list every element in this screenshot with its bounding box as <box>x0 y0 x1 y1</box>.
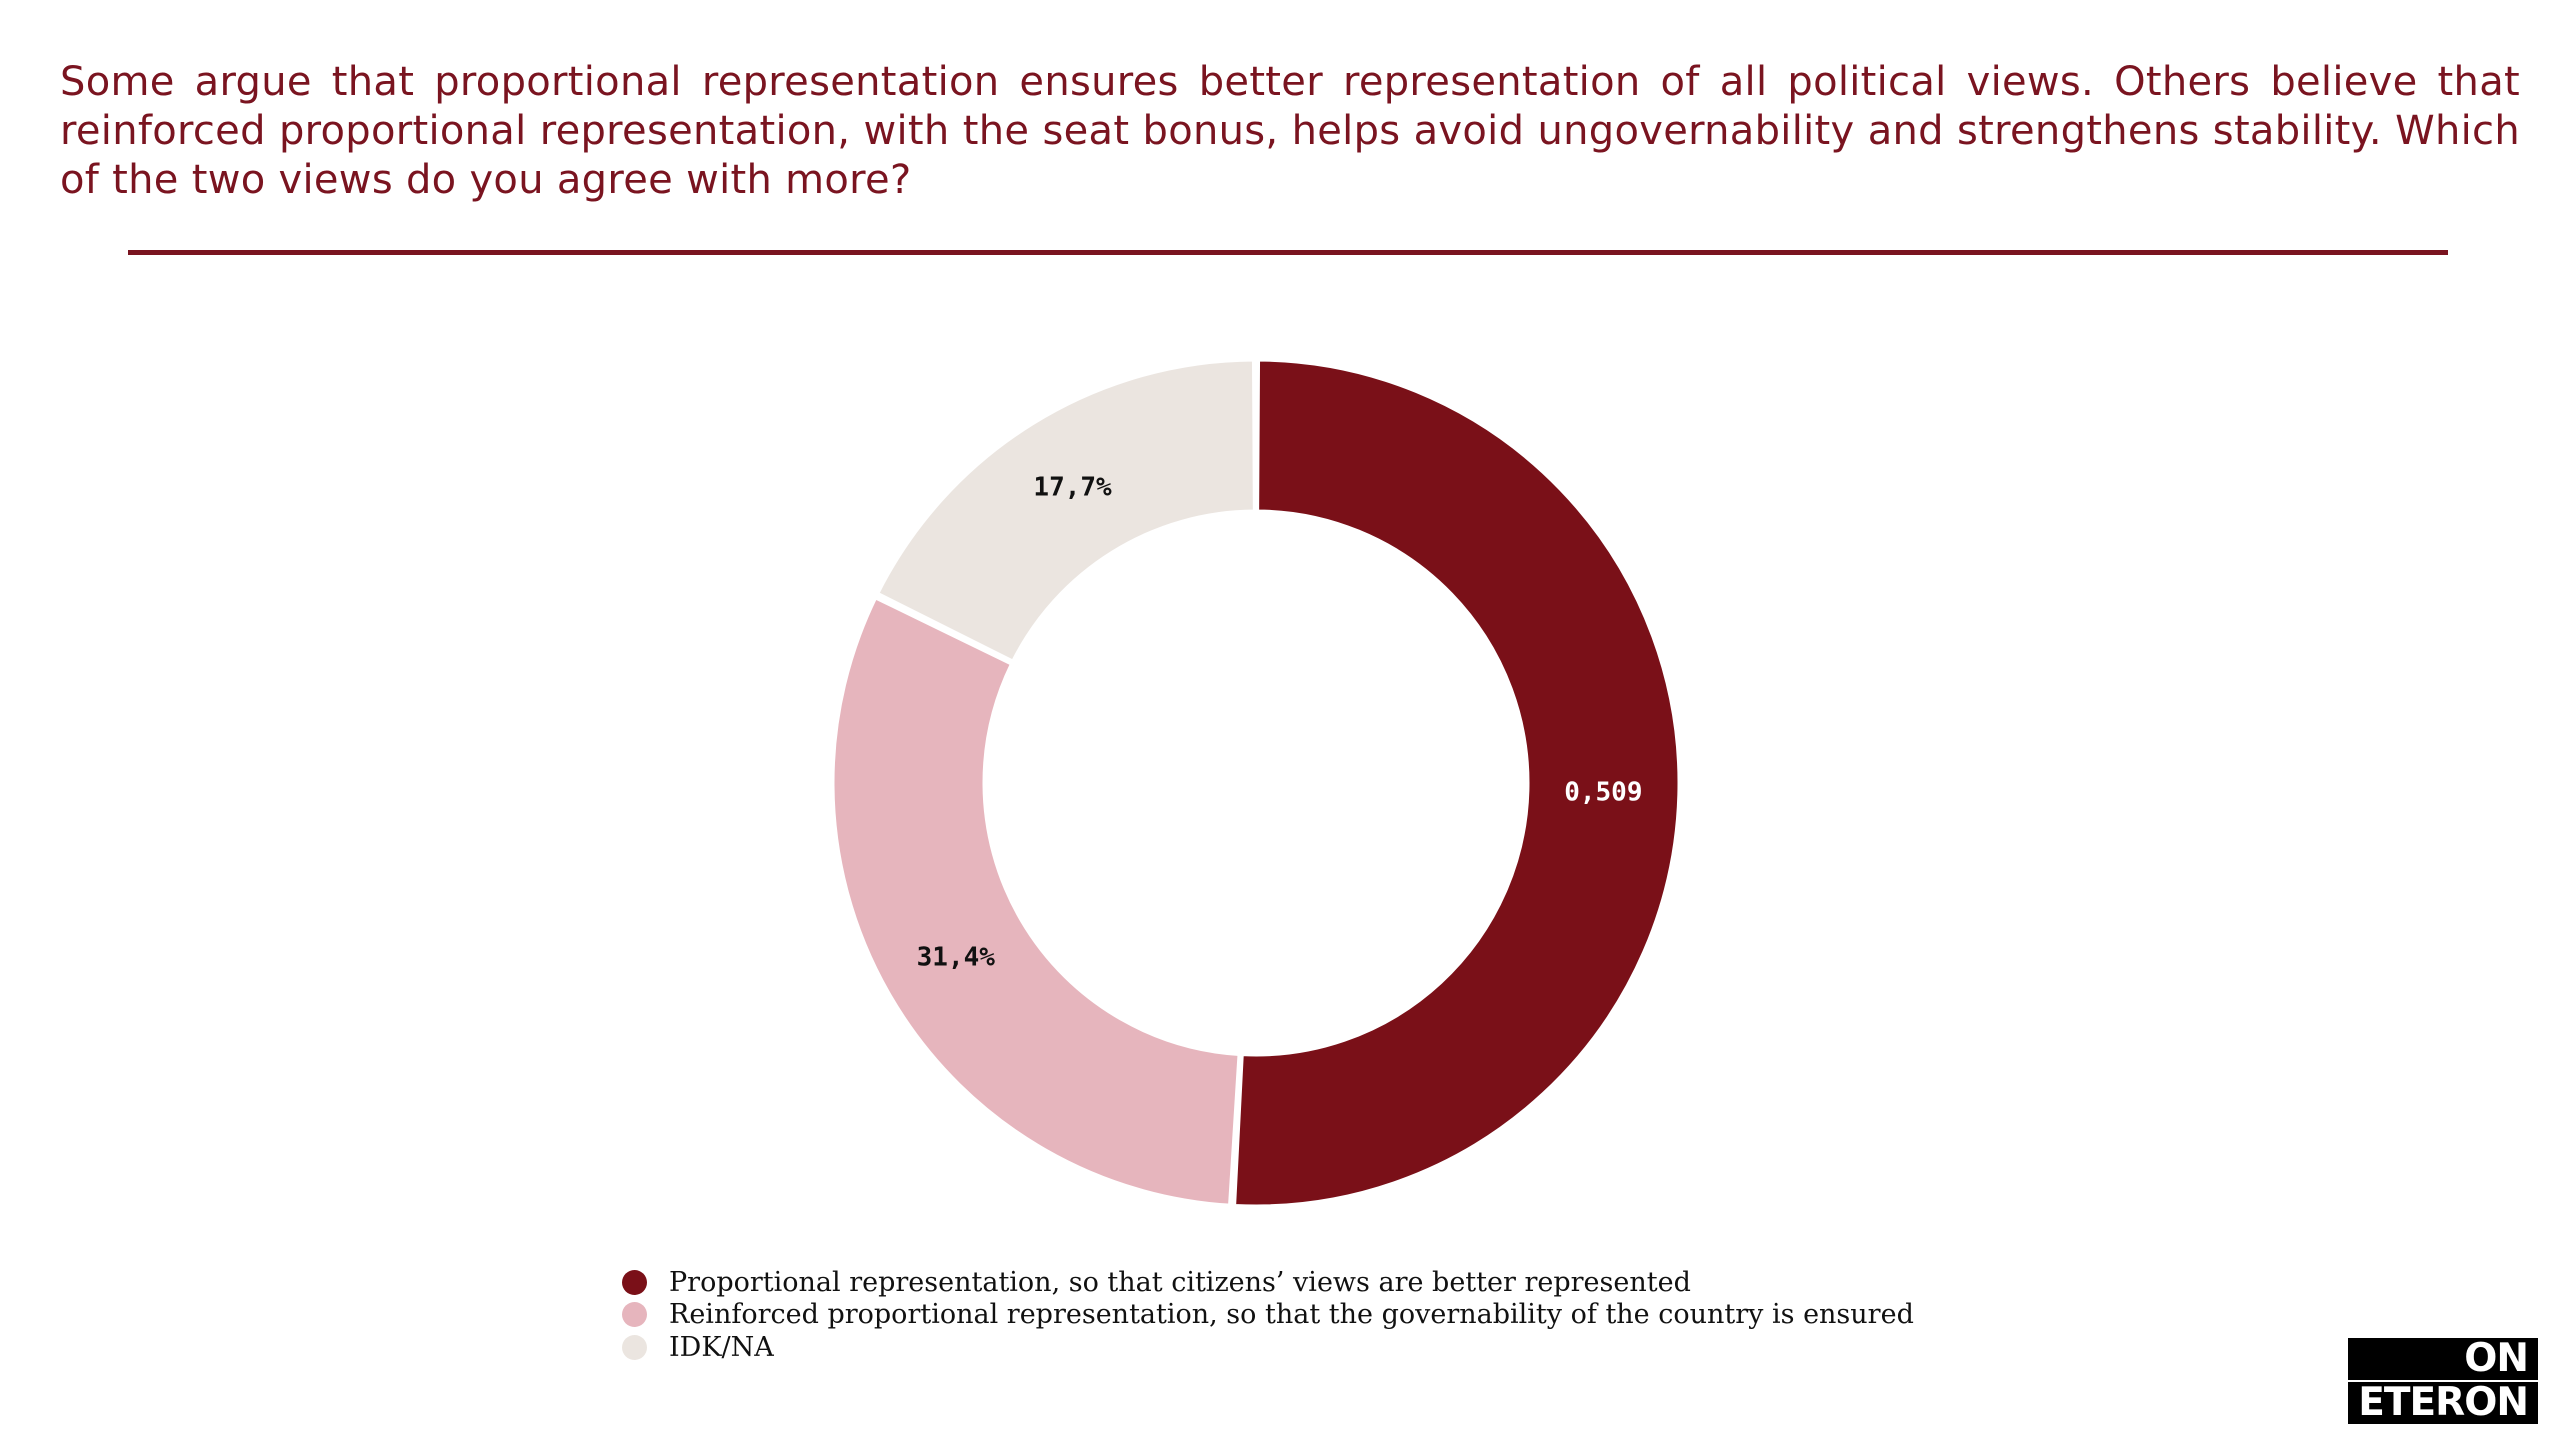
slice-proportional <box>1233 358 1681 1208</box>
donut-labels: 0,509 31,4% 17,7% <box>917 472 1643 972</box>
legend: Proportional representation, so that cit… <box>622 1266 1914 1364</box>
legend-item-idk: IDK/NA <box>622 1331 1914 1364</box>
legend-item-proportional: Proportional representation, so that cit… <box>622 1266 1914 1299</box>
logo-line-on: ON <box>2459 1338 2533 1380</box>
question-title: Some argue that proportional representat… <box>60 59 2520 203</box>
donut-slices <box>831 358 1681 1208</box>
legend-item-reinforced: Reinforced proportional representation, … <box>622 1299 1914 1332</box>
logo-line-eteron: ETERON <box>2353 1382 2533 1424</box>
legend-label-reinforced: Reinforced proportional representation, … <box>669 1299 1914 1331</box>
slice-label-proportional: 0,509 <box>1564 777 1642 807</box>
legend-swatch-proportional <box>622 1269 647 1295</box>
legend-label-proportional: Proportional representation, so that cit… <box>669 1266 1691 1298</box>
slice-idk <box>875 358 1256 664</box>
legend-swatch-reinforced <box>622 1302 647 1328</box>
eteron-logo: ON ETERON <box>2348 1338 2538 1424</box>
legend-swatch-idk <box>622 1334 647 1360</box>
title-divider <box>128 250 2448 255</box>
slice-reinforced <box>831 595 1241 1207</box>
legend-label-idk: IDK/NA <box>669 1331 774 1363</box>
slice-label-idk: 17,7% <box>1033 472 1112 502</box>
slice-label-reinforced: 31,4% <box>917 943 996 973</box>
